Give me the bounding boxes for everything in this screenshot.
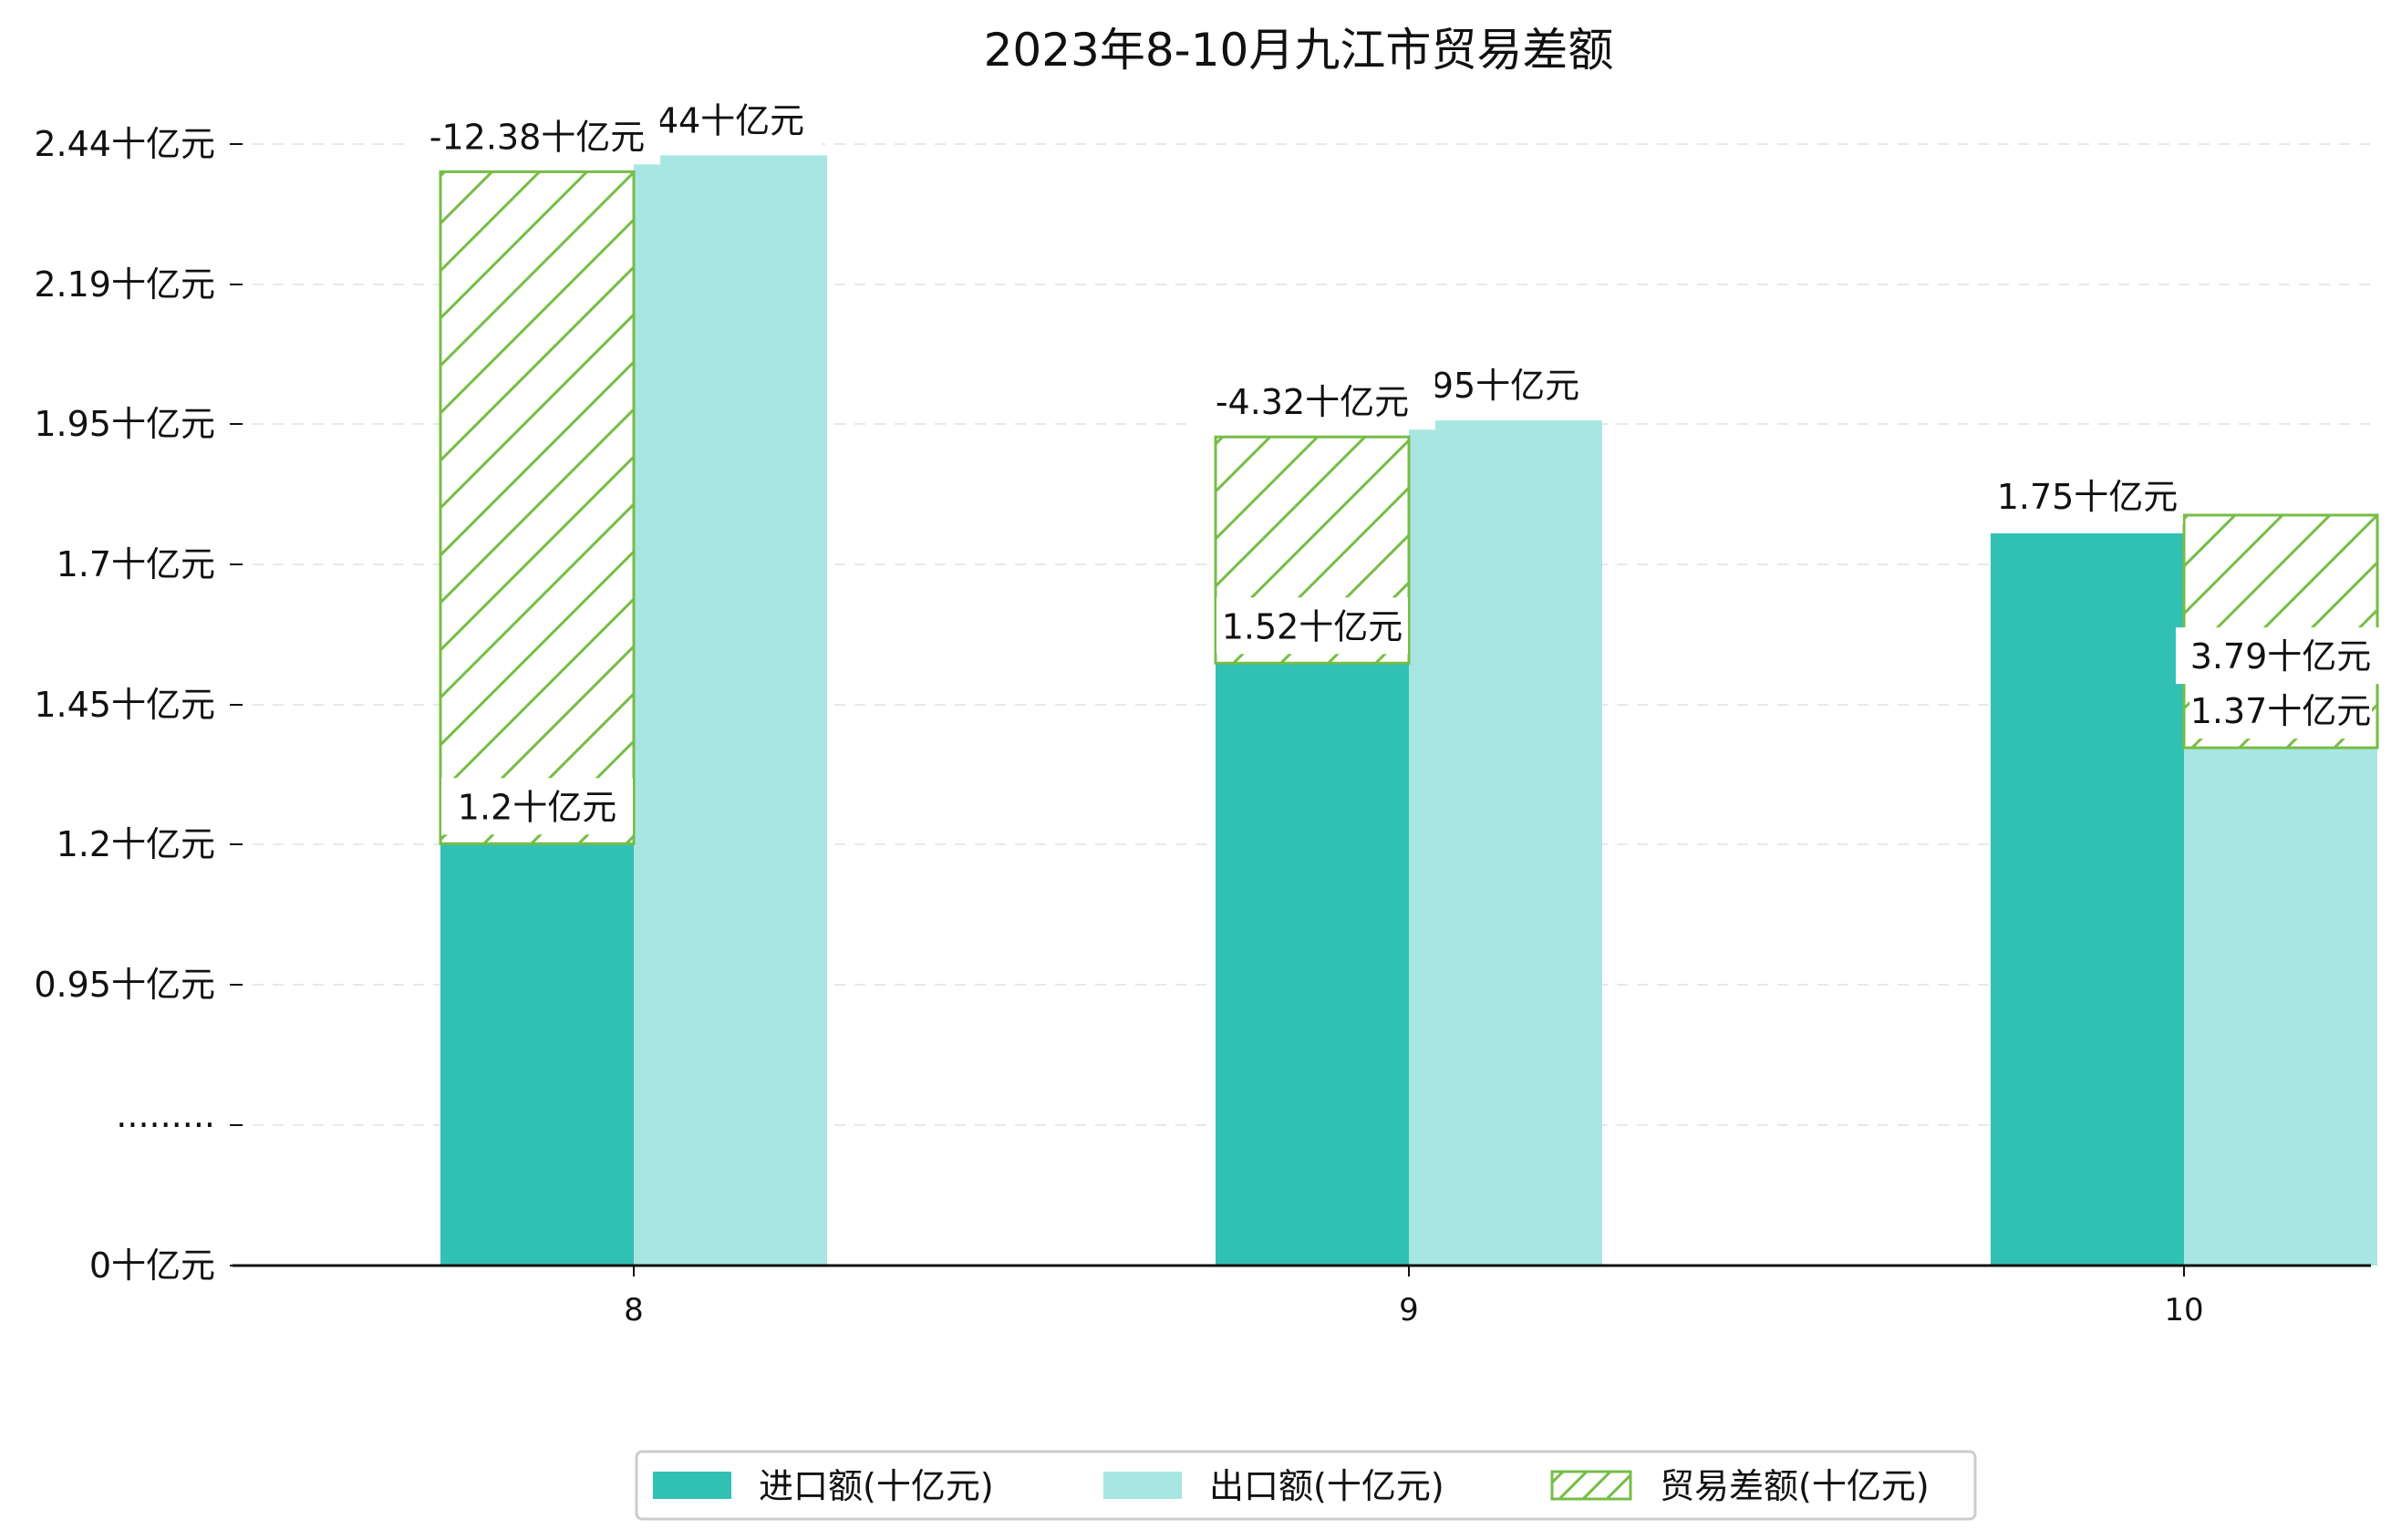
data-label-background: [1216, 597, 1408, 655]
data-label: 95十亿元: [1414, 357, 1597, 414]
y-tick-label: ·········: [116, 1105, 215, 1145]
bar-import: [1991, 532, 2184, 1266]
data-label-background: [2176, 627, 2386, 685]
data-label-background: [1189, 373, 1435, 430]
x-tick-label: 8: [624, 1292, 644, 1328]
legend-swatch-export: [1103, 1472, 1182, 1499]
data-label: 1.2十亿元: [441, 778, 633, 835]
y-tick-label: 1.7十亿元: [57, 544, 215, 584]
data-label-text: -12.38十亿元: [430, 117, 646, 157]
data-label-background: [639, 91, 822, 149]
legend-frame: [635, 1450, 1977, 1521]
y-tick-label: 1.95十亿元: [34, 404, 215, 444]
data-label-background: [1414, 357, 1597, 414]
legend: 进口额(十亿元) 出口额(十亿元) 贸易差额(十亿元): [635, 1450, 1977, 1521]
data-label: 1.75十亿元: [1992, 467, 2183, 524]
data-labels: 1.2十亿元 44十亿元 -12.38十亿元 1.52十亿元 95十亿元 -4.32十亿元…: [414, 91, 2386, 835]
data-label-background: [414, 108, 660, 165]
legend-swatch-balance: [1550, 1470, 1632, 1501]
legend-label-export: 出口额(十亿元): [1209, 1466, 1444, 1506]
y-tick-label: 0.95十亿元: [34, 965, 215, 1005]
data-label: -4.32十亿元: [1189, 373, 1435, 430]
y-tick-label: 1.45十亿元: [34, 685, 215, 725]
bar-export: [634, 155, 827, 1266]
data-label: 1.52十亿元: [1216, 597, 1408, 655]
y-tick-label: 2.19十亿元: [34, 264, 215, 305]
data-label-background: [1992, 467, 2183, 524]
data-label-text: 3.79十亿元: [2190, 636, 2372, 677]
data-label: 1.37十亿元: [2189, 682, 2372, 739]
bar-trade-balance: [439, 170, 636, 845]
data-label-text: 1.2十亿元: [458, 787, 616, 827]
bar-import: [440, 843, 634, 1266]
x-tick-label: 9: [1399, 1292, 1419, 1328]
data-label-background: [441, 778, 633, 835]
y-tick-label: 0十亿元: [89, 1245, 215, 1286]
legend-label-import: 进口额(十亿元): [759, 1466, 994, 1506]
bar-export: [2184, 748, 2377, 1266]
data-label: 3.79十亿元: [2176, 627, 2386, 685]
data-label-background: [2189, 682, 2372, 739]
bars: [439, 155, 2379, 1266]
y-tick-label: 1.2十亿元: [57, 824, 215, 864]
data-label-text: -4.32十亿元: [1216, 382, 1409, 422]
data-label: 44十亿元: [639, 91, 822, 149]
legend-label-balance: 贸易差额(十亿元): [1660, 1466, 1930, 1506]
data-label: -12.38十亿元: [414, 108, 660, 165]
bar-export: [1409, 420, 1602, 1266]
y-tick-label: 2.44十亿元: [34, 124, 215, 164]
data-label-text: 95十亿元: [1432, 366, 1579, 406]
data-label-text: 1.75十亿元: [1997, 477, 2179, 517]
data-label-text: 1.37十亿元: [2190, 691, 2372, 731]
chart-title: 2023年8-10月九江市贸易差额: [984, 24, 1614, 77]
bar-import: [1216, 663, 1409, 1266]
data-label-text: 44十亿元: [657, 100, 804, 140]
x-tick-label: 10: [2164, 1292, 2203, 1328]
data-label-text: 1.52十亿元: [1222, 606, 1403, 646]
legend-swatch-import: [653, 1472, 731, 1499]
axes: 0十亿元 ········· 0.95十亿元 1.2十亿元 1.45十亿元 1.7十亿元 1…: [34, 124, 2371, 1328]
